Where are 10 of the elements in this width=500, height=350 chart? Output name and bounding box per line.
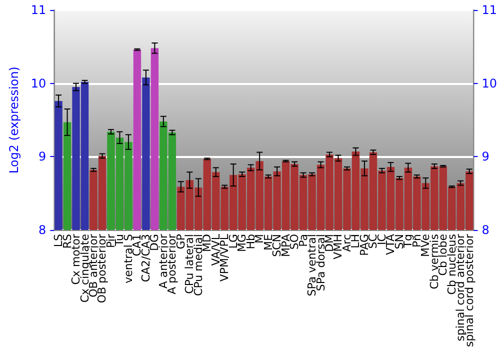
y-tick-label: 9 <box>38 150 46 164</box>
y-tick-label: 10 <box>30 76 46 90</box>
y2-tick-label: 11 <box>482 3 498 17</box>
y-tick-label: 8 <box>38 223 46 238</box>
y2-tick-label: 10 <box>482 76 498 90</box>
y-axis-title: Log2 (expression) <box>7 66 21 174</box>
x-tick-label: A posterior <box>166 234 179 294</box>
y-tick-label: 11 <box>30 3 46 17</box>
y2-tick-label: 9 <box>482 150 490 164</box>
y2-tick-label: 8 <box>482 223 490 238</box>
